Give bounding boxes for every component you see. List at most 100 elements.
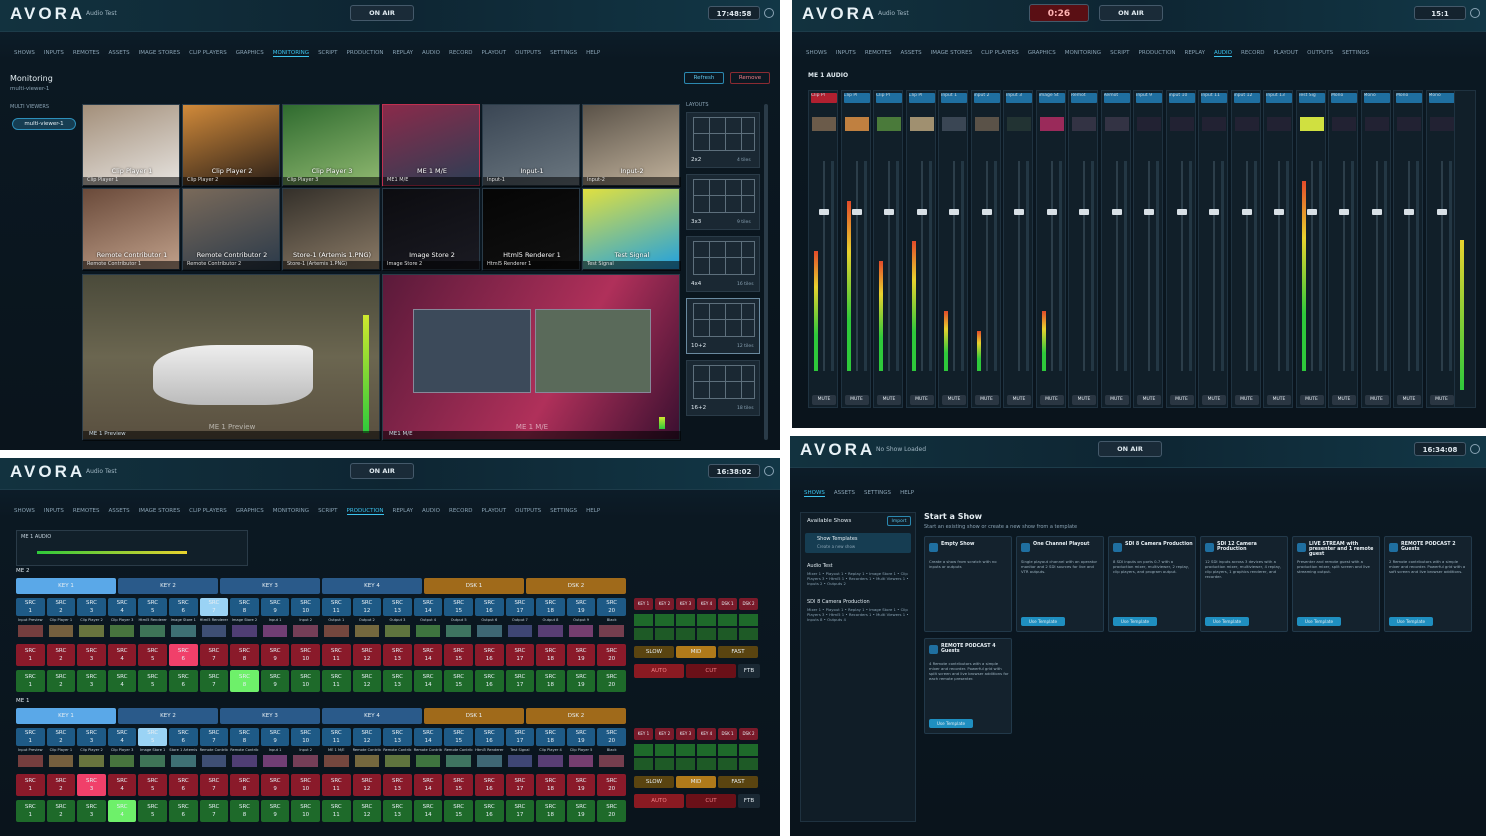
program-button[interactable]: SRC 11 — [322, 774, 351, 796]
nav-item[interactable]: GRAPHICS — [1027, 50, 1056, 56]
key-toggle[interactable]: KEY 1 — [634, 598, 653, 610]
preview-button[interactable]: SRC 3 — [77, 800, 106, 822]
source-button[interactable]: SRC 15 — [444, 598, 473, 616]
program-button[interactable]: SRC 8 — [230, 644, 259, 666]
nav-item[interactable]: IMAGE STORES — [138, 50, 181, 56]
program-button[interactable]: SRC 6 — [169, 774, 198, 796]
source-button[interactable]: SRC 14 — [413, 598, 443, 616]
key-button[interactable]: KEY 1 — [16, 708, 116, 724]
program-button[interactable]: SRC 3 — [77, 774, 106, 796]
transition-button[interactable]: AUTO — [634, 794, 684, 808]
mute-button[interactable]: MUTE — [1007, 395, 1031, 405]
fader-knob[interactable] — [1046, 209, 1057, 215]
source-button[interactable]: SRC 3 — [77, 728, 106, 746]
source-button[interactable]: SRC 4 — [107, 598, 137, 616]
source-button[interactable]: SRC 18 — [536, 598, 565, 616]
rate-button[interactable]: FAST — [718, 776, 758, 788]
mute-button[interactable]: MUTE — [1299, 395, 1324, 405]
show-item[interactable]: Audio Test Mixer 1 • Playout 1 • Replay 1… — [805, 563, 911, 595]
preview-button[interactable]: SRC 9 — [260, 800, 290, 822]
preview-button[interactable]: SRC 13 — [383, 800, 412, 822]
fader-knob[interactable] — [1339, 209, 1349, 215]
on-air-button[interactable]: ON AIR — [1098, 441, 1162, 457]
fader-knob[interactable] — [1209, 209, 1219, 215]
fader-knob[interactable] — [1306, 209, 1317, 215]
source-button[interactable]: SRC 12 — [352, 728, 382, 746]
fader-knob[interactable] — [1241, 209, 1252, 215]
source-button[interactable]: SRC 1 — [16, 728, 45, 746]
program-button[interactable]: SRC 19 — [566, 644, 596, 666]
nav-item[interactable]: ASSETS — [900, 50, 922, 56]
rate-button[interactable]: SLOW — [634, 776, 674, 788]
viewer-tile[interactable]: ME 1 M/E ME1 M/E — [382, 104, 481, 187]
preview-button[interactable]: SRC 3 — [77, 670, 106, 692]
mute-button[interactable]: MUTE — [1267, 395, 1291, 405]
source-button[interactable]: SRC 1 — [16, 598, 45, 616]
key-toggle[interactable]: DSK 1 — [718, 728, 737, 740]
preview-button[interactable]: SRC 19 — [566, 800, 596, 822]
preview-button[interactable]: SRC 17 — [505, 670, 535, 692]
key-button[interactable]: KEY 2 — [118, 578, 218, 594]
source-button[interactable]: SRC 16 — [475, 728, 504, 746]
fader-knob[interactable] — [981, 209, 992, 215]
preview-button[interactable]: SRC 8 — [230, 670, 259, 692]
fader-knob[interactable] — [1176, 209, 1187, 215]
program-button[interactable]: SRC 16 — [475, 644, 504, 666]
source-button[interactable]: SRC 17 — [505, 598, 535, 616]
nav-item[interactable]: REPLAY — [392, 50, 414, 56]
ftb-button[interactable]: FTB — [738, 664, 760, 678]
key-button[interactable]: KEY 4 — [322, 578, 422, 594]
preview-button[interactable]: SRC 15 — [444, 670, 473, 692]
nav-item[interactable]: REMOTES — [864, 50, 892, 56]
program-button[interactable]: SRC 15 — [444, 644, 473, 666]
nav-item[interactable]: MONITORING — [272, 508, 310, 514]
nav-item[interactable]: REMOTES — [72, 508, 100, 514]
use-template-button[interactable]: Use Template — [1389, 617, 1433, 626]
source-button[interactable]: SRC 2 — [46, 598, 76, 616]
fader-knob[interactable] — [1274, 209, 1284, 215]
preview-button[interactable]: SRC 6 — [169, 670, 198, 692]
nav-item[interactable]: INPUTS — [43, 50, 64, 56]
preview-button[interactable]: SRC 20 — [597, 670, 626, 692]
preview-button[interactable]: SRC 2 — [46, 800, 76, 822]
transition-button[interactable]: AUTO — [634, 664, 684, 678]
source-button[interactable]: SRC 7 — [199, 728, 229, 746]
program-button[interactable]: SRC 18 — [536, 644, 565, 666]
program-button[interactable]: SRC 5 — [138, 774, 167, 796]
source-button[interactable]: SRC 19 — [566, 598, 596, 616]
nav-item[interactable]: IMAGE STORES — [930, 50, 973, 56]
key-button[interactable]: DSK 2 — [526, 578, 626, 594]
nav-item[interactable]: PRODUCTION — [1138, 50, 1176, 56]
program-button[interactable]: SRC 11 — [322, 644, 351, 666]
use-template-button[interactable]: Use Template — [1205, 617, 1249, 626]
viewer-tile[interactable]: Input-1 Input-1 — [482, 104, 581, 187]
source-button[interactable]: SRC 9 — [260, 598, 290, 616]
nav-item[interactable]: HELP — [586, 508, 601, 514]
program-button[interactable]: SRC 9 — [260, 774, 290, 796]
mute-button[interactable]: MUTE — [1332, 395, 1356, 405]
program-button[interactable]: SRC 4 — [107, 644, 137, 666]
nav-item[interactable]: ASSETS — [833, 490, 855, 496]
preview-button[interactable]: SRC 11 — [322, 800, 351, 822]
source-button[interactable]: SRC 13 — [383, 728, 412, 746]
source-button[interactable]: SRC 10 — [291, 728, 320, 746]
source-button[interactable]: SRC 17 — [505, 728, 535, 746]
transition-button[interactable]: CUT — [686, 664, 736, 678]
nav-item[interactable]: HELP — [586, 50, 601, 56]
nav-item[interactable]: OUTPUTS — [1307, 50, 1334, 56]
source-button[interactable]: SRC 13 — [383, 598, 412, 616]
mute-button[interactable]: MUTE — [1429, 395, 1454, 405]
use-template-button[interactable]: Use Template — [1113, 617, 1157, 626]
program-button[interactable]: SRC 17 — [505, 774, 535, 796]
nav-item[interactable]: PRODUCTION — [346, 508, 384, 515]
template-card[interactable]: SDI 8 Camera Production 8 SDI inputs on p… — [1108, 536, 1196, 632]
use-template-button[interactable]: Use Template — [1021, 617, 1065, 626]
template-card[interactable]: One Channel Playout Single playout channe… — [1016, 536, 1104, 632]
source-button[interactable]: SRC 6 — [169, 598, 198, 616]
viewer-tile[interactable]: Remote Contributor 2 Remote Contributor 2 — [182, 188, 281, 271]
nav-item[interactable]: PLAYOUT — [481, 50, 507, 56]
fader-knob[interactable] — [1371, 209, 1382, 215]
program-button[interactable]: SRC 12 — [352, 644, 382, 666]
program-button[interactable]: SRC 8 — [230, 774, 259, 796]
layout-option[interactable]: 2x2 4 tiles — [686, 112, 760, 168]
